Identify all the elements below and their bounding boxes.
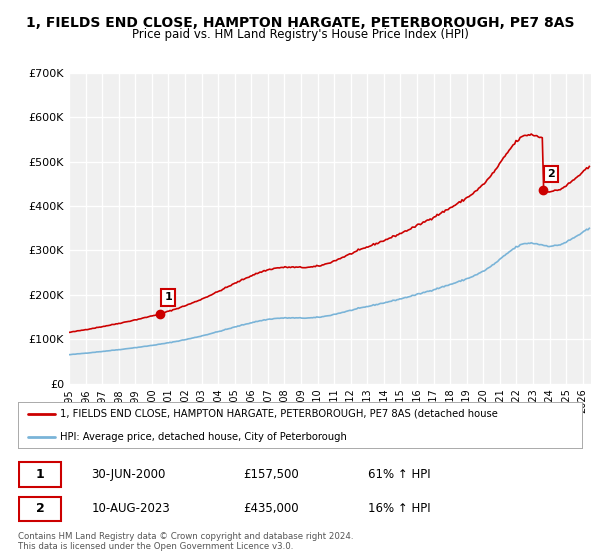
- Text: 1, FIELDS END CLOSE, HAMPTON HARGATE, PETERBOROUGH, PE7 8AS (detached house: 1, FIELDS END CLOSE, HAMPTON HARGATE, PE…: [60, 409, 498, 418]
- Text: Contains HM Land Registry data © Crown copyright and database right 2024.
This d: Contains HM Land Registry data © Crown c…: [18, 532, 353, 552]
- Text: 1, FIELDS END CLOSE, HAMPTON HARGATE, PETERBOROUGH, PE7 8AS: 1, FIELDS END CLOSE, HAMPTON HARGATE, PE…: [26, 16, 574, 30]
- Text: £435,000: £435,000: [244, 502, 299, 515]
- Text: 16% ↑ HPI: 16% ↑ HPI: [368, 502, 430, 515]
- Text: Price paid vs. HM Land Registry's House Price Index (HPI): Price paid vs. HM Land Registry's House …: [131, 28, 469, 41]
- Text: £157,500: £157,500: [244, 468, 299, 481]
- Text: 1: 1: [35, 468, 44, 481]
- Text: 61% ↑ HPI: 61% ↑ HPI: [368, 468, 430, 481]
- FancyBboxPatch shape: [19, 497, 61, 521]
- FancyBboxPatch shape: [19, 463, 61, 487]
- Text: 2: 2: [35, 502, 44, 515]
- Text: HPI: Average price, detached house, City of Peterborough: HPI: Average price, detached house, City…: [60, 432, 347, 441]
- Text: 10-AUG-2023: 10-AUG-2023: [91, 502, 170, 515]
- Text: 30-JUN-2000: 30-JUN-2000: [91, 468, 166, 481]
- Text: 2: 2: [547, 169, 555, 179]
- Text: 1: 1: [164, 292, 172, 302]
